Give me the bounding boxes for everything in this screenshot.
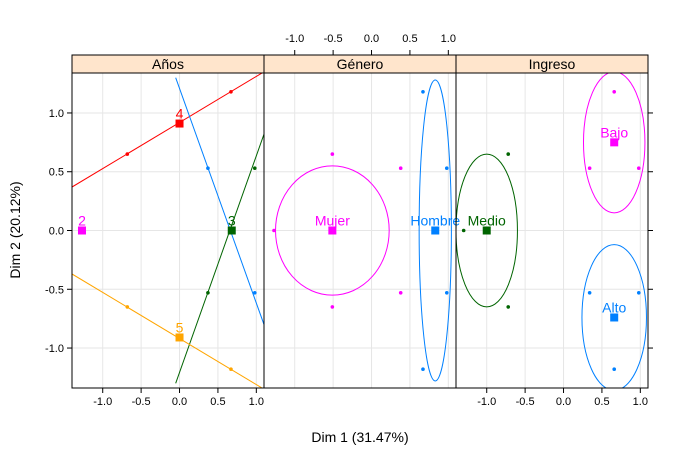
confidence-ellipse bbox=[582, 73, 646, 214]
small-point bbox=[125, 305, 130, 309]
projection-line bbox=[72, 273, 264, 388]
strip-ingreso bbox=[455, 54, 649, 74]
projection-line bbox=[175, 77, 264, 325]
category-point-alto bbox=[610, 313, 619, 322]
small-point bbox=[330, 152, 335, 156]
category-point-hombre bbox=[431, 226, 440, 235]
projection-line bbox=[72, 73, 264, 188]
point-label-alto: Alto bbox=[602, 299, 626, 315]
x-tick-label: 0.0 bbox=[172, 396, 187, 408]
point-label-mujer: Mujer bbox=[315, 213, 350, 229]
confidence-ellipse bbox=[418, 79, 452, 382]
small-point bbox=[506, 305, 511, 309]
small-point bbox=[125, 152, 130, 156]
projection-line bbox=[175, 133, 264, 384]
confidence-ellipse bbox=[581, 244, 647, 388]
small-point bbox=[506, 152, 511, 156]
category-point-4 bbox=[175, 119, 184, 128]
small-point bbox=[612, 367, 617, 371]
small-point bbox=[330, 305, 335, 309]
small-point bbox=[444, 290, 449, 295]
x-tick-label: 1.0 bbox=[441, 33, 456, 45]
x-tick-label: 0.5 bbox=[210, 396, 225, 408]
point-label-4: 4 bbox=[176, 106, 184, 122]
category-point-3 bbox=[227, 226, 236, 235]
small-point bbox=[612, 90, 617, 94]
strip-label-ingreso: Ingreso bbox=[529, 56, 576, 72]
point-label-medio: Medio bbox=[468, 213, 506, 229]
x-tick-label: 1.0 bbox=[633, 396, 648, 408]
ticks-layer: -1.0 -0.5 0.0 0.5 1.0 -1.0 -0.5 0.0 0.5 1.0 -1.0 -0… bbox=[45, 33, 653, 408]
small-point bbox=[206, 290, 210, 295]
x-tick-label: -0.5 bbox=[132, 396, 151, 408]
x-tick-label: 0.0 bbox=[556, 396, 571, 408]
category-point-mujer bbox=[328, 226, 337, 235]
y-tick-label: -0.5 bbox=[45, 284, 64, 296]
panel-anos bbox=[72, 73, 264, 388]
point-label-2: 2 bbox=[78, 213, 86, 229]
confidence-ellipse bbox=[456, 153, 518, 308]
small-point bbox=[272, 228, 276, 233]
small-point bbox=[206, 166, 210, 171]
panel-genero bbox=[272, 79, 452, 382]
small-point bbox=[398, 166, 403, 171]
x-tick-label: -1.0 bbox=[285, 33, 304, 45]
y-tick-label: -1.0 bbox=[45, 343, 64, 355]
x-tick-label: 0.5 bbox=[594, 396, 609, 408]
small-point bbox=[252, 290, 257, 295]
small-point bbox=[444, 166, 449, 171]
x-axis-title: Dim 1 (31.47%) bbox=[311, 429, 408, 445]
point-label-3: 3 bbox=[228, 213, 236, 229]
x-tick-label: -1.0 bbox=[477, 396, 496, 408]
x-tick-label: 0.0 bbox=[364, 33, 379, 45]
point-label-bajo: Bajo bbox=[600, 124, 628, 140]
small-point bbox=[636, 166, 641, 171]
x-tick-label: 1.0 bbox=[249, 396, 264, 408]
strips-layer: Años Género Ingreso bbox=[71, 54, 649, 74]
small-point bbox=[461, 228, 466, 233]
y-tick-label: 0.0 bbox=[49, 226, 64, 238]
x-tick-label: -0.5 bbox=[324, 33, 343, 45]
strip-label-anos: Años bbox=[152, 56, 184, 72]
small-point bbox=[398, 290, 403, 295]
x-tick-label: -1.0 bbox=[93, 396, 112, 408]
panel-ingreso bbox=[456, 73, 647, 388]
strip-label-genero: Género bbox=[337, 56, 384, 72]
x-tick-label: 0.5 bbox=[402, 33, 417, 45]
small-point bbox=[587, 166, 592, 171]
category-point-5 bbox=[175, 333, 184, 342]
small-point bbox=[252, 166, 257, 171]
point-label-hombre: Hombre bbox=[410, 213, 460, 229]
y-tick-label: 0.5 bbox=[49, 167, 64, 179]
y-axis-title: Dim 2 (20.12%) bbox=[7, 181, 23, 278]
small-point bbox=[421, 90, 425, 94]
small-point bbox=[636, 290, 641, 295]
small-point bbox=[587, 290, 592, 295]
x-tick-label: -0.5 bbox=[516, 396, 535, 408]
category-point-medio bbox=[482, 226, 491, 235]
small-point bbox=[229, 367, 233, 371]
small-point bbox=[229, 90, 233, 94]
grid-layer bbox=[72, 73, 648, 388]
category-point-bajo bbox=[610, 138, 619, 147]
y-tick-label: 1.0 bbox=[49, 108, 64, 120]
small-point bbox=[421, 367, 425, 371]
marks-layer: 2 4 3 5 Mujer Hombre Medio Bajo Alto bbox=[72, 73, 647, 388]
point-label-5: 5 bbox=[176, 319, 184, 335]
category-point-2 bbox=[77, 226, 86, 235]
